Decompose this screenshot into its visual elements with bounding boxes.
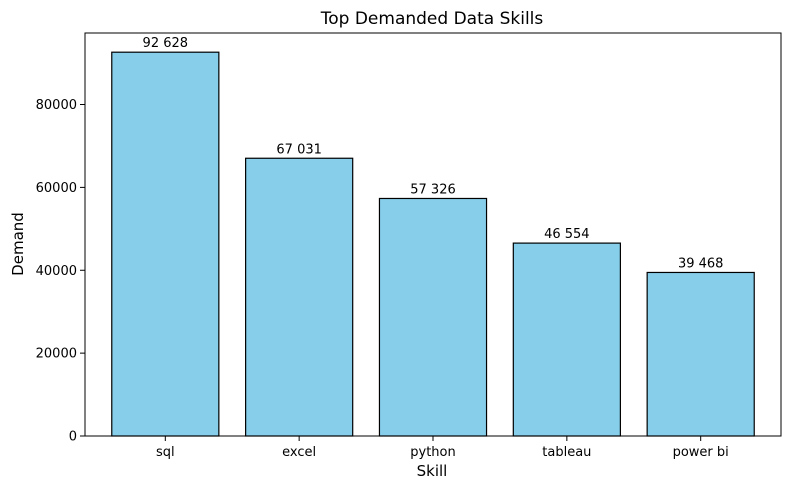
x-tick-label: sql	[156, 445, 175, 460]
y-tick-label: 20000	[36, 347, 77, 362]
data-label-sql: 92 628	[143, 36, 189, 51]
bar-python	[378, 197, 488, 437]
x-tick-label: excel	[282, 445, 316, 460]
bar-excel	[245, 157, 354, 437]
bar-sql	[111, 51, 220, 437]
plot-area: 92 628 67 031 57 326 46 554 39 468 0 20000 4000…	[36, 32, 782, 460]
x-axis-title: Skill	[417, 462, 448, 480]
chart-title: Top Demanded Data Skills	[320, 9, 544, 29]
x-tick-label: tableau	[542, 445, 591, 460]
bar-tableau	[512, 242, 621, 437]
x-tick-label: power bi	[673, 445, 729, 460]
data-label-tableau: 46 554	[544, 227, 590, 242]
y-tick-label: 40000	[36, 264, 77, 279]
y-tick-label: 0	[69, 430, 77, 445]
data-label-power-bi: 39 468	[678, 256, 724, 271]
y-tick-label: 80000	[36, 98, 77, 113]
data-label-python: 57 326	[410, 182, 456, 197]
data-label-excel: 67 031	[276, 142, 322, 157]
x-tick-label: python	[410, 445, 455, 460]
bar-power-bi	[646, 271, 755, 437]
y-axis-title: Demand	[9, 212, 27, 276]
y-tick-label: 60000	[36, 181, 77, 196]
